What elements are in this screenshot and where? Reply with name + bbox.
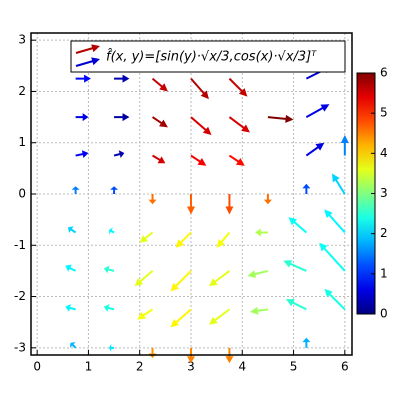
legend-arrow (75, 44, 100, 54)
arrow (302, 183, 311, 194)
x-tick-label: 5 (290, 360, 298, 374)
arrow (108, 227, 115, 235)
y-tick-label: 1 (18, 135, 26, 149)
x-tick-label: 6 (341, 360, 349, 374)
arrow (170, 308, 192, 328)
arrow (139, 231, 154, 243)
arrow (108, 343, 115, 352)
colorbar-tick-label: 1 (380, 266, 388, 280)
arrow (285, 299, 307, 311)
y-tick-label: -2 (14, 289, 26, 303)
y-tick-label: -1 (14, 238, 26, 252)
arrow (175, 231, 192, 248)
arrow (255, 228, 268, 237)
arrow (208, 270, 231, 287)
arrow (288, 217, 308, 234)
arrow (71, 186, 80, 194)
legend-label: f̂(x, y)=[sin(y)·√x/3,cos(x)·√x/3]ᵀ (106, 49, 317, 64)
arrow (305, 142, 325, 157)
colorbar-tick-label: 4 (380, 146, 388, 160)
arrow (65, 264, 77, 272)
arrow (151, 77, 168, 92)
arrow (114, 113, 130, 122)
arrow (267, 114, 294, 123)
arrow (170, 270, 192, 292)
colorbar-tick-label: 2 (380, 226, 388, 240)
arrow (263, 194, 272, 205)
arrow (134, 270, 154, 287)
arrow (75, 113, 89, 122)
arrow (65, 304, 76, 312)
colorbar-tick-label: 6 (380, 66, 388, 80)
arrow (110, 186, 119, 194)
legend-arrow (75, 57, 100, 67)
arrow (283, 260, 307, 272)
colorbar-tick-label: 5 (380, 106, 388, 120)
arrow (228, 154, 245, 166)
arrow (148, 347, 157, 359)
arrow (324, 288, 346, 311)
arrow (208, 308, 231, 325)
y-tick-label: -3 (14, 340, 26, 354)
arrow (152, 154, 166, 164)
arrow (249, 306, 269, 315)
arrow (216, 231, 231, 248)
arrow (75, 74, 91, 83)
arrow (190, 77, 209, 100)
arrow (113, 150, 125, 159)
x-tick-label: 2 (136, 360, 144, 374)
arrow (228, 116, 250, 133)
arrow (75, 150, 89, 159)
y-tick-label: 3 (18, 33, 26, 47)
arrow (228, 77, 248, 97)
arrow (137, 308, 154, 320)
arrow (114, 74, 130, 83)
arrow (151, 116, 168, 128)
arrow (305, 104, 330, 118)
arrow (69, 342, 77, 349)
arrow (186, 194, 195, 215)
arrow (247, 269, 269, 278)
arrow (103, 304, 115, 312)
arrow (302, 337, 311, 348)
x-tick-label: 4 (238, 360, 246, 374)
y-tick-label: 2 (18, 84, 26, 98)
colorbar-tick-label: 0 (380, 307, 388, 321)
arrow (319, 242, 346, 272)
arrow (332, 173, 346, 195)
legend-box (70, 40, 346, 73)
arrow (225, 194, 234, 215)
arrow (190, 116, 212, 136)
y-tick-label: 0 (18, 187, 26, 201)
x-tick-label: 3 (187, 360, 195, 374)
arrow (148, 194, 157, 205)
legend: f̂(x, y)=[sin(y)·√x/3,cos(x)·√x/3]ᵀ (70, 40, 346, 73)
arrows (65, 65, 349, 364)
arrow (324, 209, 346, 234)
arrow (67, 226, 77, 234)
x-tick-label: 0 (33, 360, 41, 374)
arrow (190, 154, 207, 166)
plot-frame (30, 32, 353, 356)
colorbar-tick-label: 3 (380, 186, 388, 200)
arrow (103, 265, 115, 274)
arrow (340, 135, 349, 156)
x-tick-label: 1 (85, 360, 93, 374)
